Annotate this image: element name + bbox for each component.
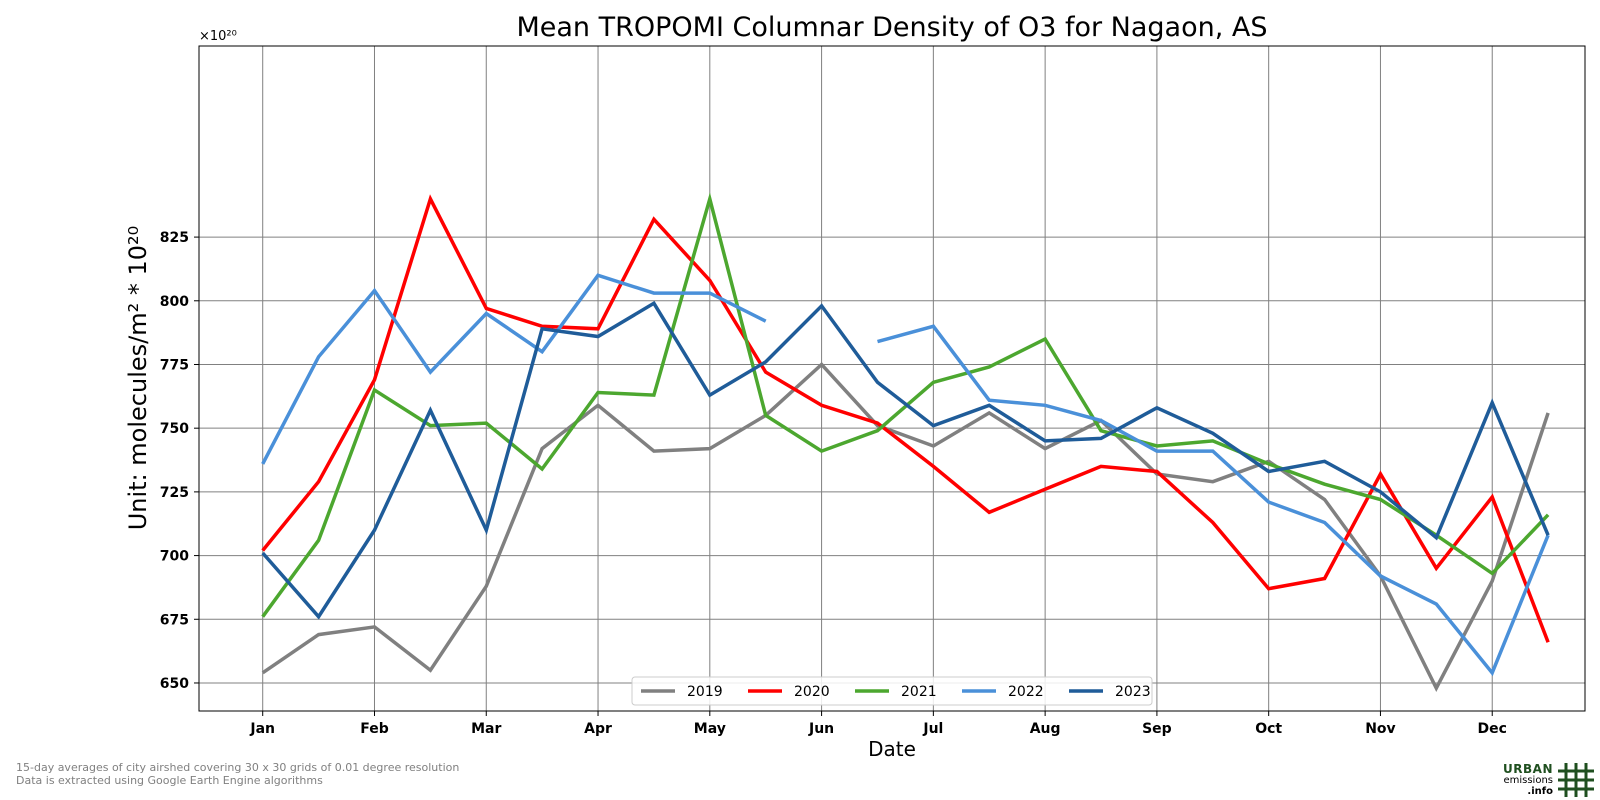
logo-word-info: .info (1527, 786, 1553, 797)
y-tick-label: 775 (160, 357, 189, 373)
legend-label-2023: 2023 (1115, 684, 1151, 700)
grid-logo-icon (1558, 763, 1594, 797)
logo-word-emissions: emissions (1503, 775, 1553, 786)
y-axis-offset-label: ×10²⁰ (199, 29, 237, 44)
y-tick-label: 800 (160, 294, 189, 310)
x-tick-label: Oct (1255, 721, 1282, 737)
series-line-2019 (261, 362, 1550, 692)
y-tick-label: 675 (160, 612, 189, 628)
legend-label-2021: 2021 (901, 684, 937, 700)
legend-label-2019: 2019 (687, 684, 723, 700)
series-line-2021 (261, 192, 1550, 618)
x-tick-label: May (694, 721, 726, 737)
x-axis-label: Date (868, 737, 916, 761)
legend: 2019 2020 2021 2022 2023 (631, 676, 1153, 706)
x-tick-label: Jan (249, 721, 275, 737)
series-line-2022 (261, 273, 1550, 677)
x-tick-label: Apr (584, 721, 612, 737)
series-line-2020 (261, 194, 1550, 643)
x-tick-label: Nov (1365, 721, 1395, 737)
y-tick-label: 750 (160, 421, 189, 437)
urban-emissions-logo: URBAN emissions .info (1497, 762, 1597, 798)
axis-ticks: 650 675 700 725 750 775 800 825 Jan Feb Mar Apr May J… (160, 230, 1507, 737)
x-tick-label: Dec (1478, 721, 1507, 737)
y-tick-label: 650 (160, 676, 189, 692)
x-tick-label: Feb (360, 721, 389, 737)
plot-frame (198, 45, 1586, 712)
legend-box (631, 676, 1153, 706)
logo-word-urban: URBAN (1503, 762, 1553, 776)
legend-label-2022: 2022 (1008, 684, 1044, 700)
y-tick-label: 825 (160, 230, 189, 246)
footnote: 15-day averages of city airshed covering… (16, 761, 459, 787)
x-tick-label: Jun (808, 721, 834, 737)
footnote-line-1: 15-day averages of city airshed covering… (16, 761, 460, 774)
series-line-2023 (261, 300, 1550, 620)
chart-title: Mean TROPOMI Columnar Density of O3 for … (516, 12, 1267, 43)
y-tick-label: 725 (160, 485, 189, 501)
x-tick-label: Aug (1030, 721, 1061, 737)
footnote-line-2: Data is extracted using Google Earth Eng… (16, 774, 323, 787)
y-tick-label: 700 (160, 549, 189, 565)
legend-label-2020: 2020 (794, 684, 830, 700)
x-tick-label: Jul (922, 721, 943, 737)
series-lines (261, 192, 1550, 692)
x-tick-label: Mar (471, 721, 501, 737)
x-tick-label: Sep (1142, 721, 1172, 737)
y-axis-label: Unit: molecules/m² * 10²⁰ (124, 226, 152, 531)
